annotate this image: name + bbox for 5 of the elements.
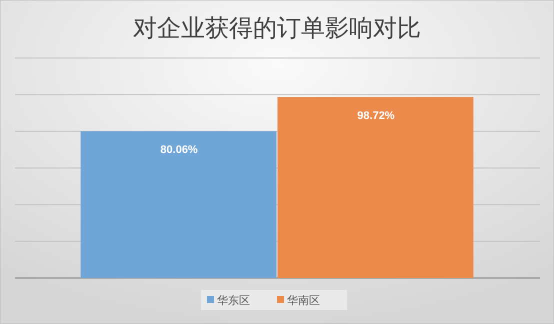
data-label: 98.72% — [357, 110, 395, 122]
legend-label: 华南区 — [287, 294, 320, 307]
chart-title: 对企业获得的订单影响对比 — [133, 14, 421, 42]
legend-label: 华东区 — [217, 294, 250, 307]
data-label: 80.06% — [160, 144, 198, 156]
